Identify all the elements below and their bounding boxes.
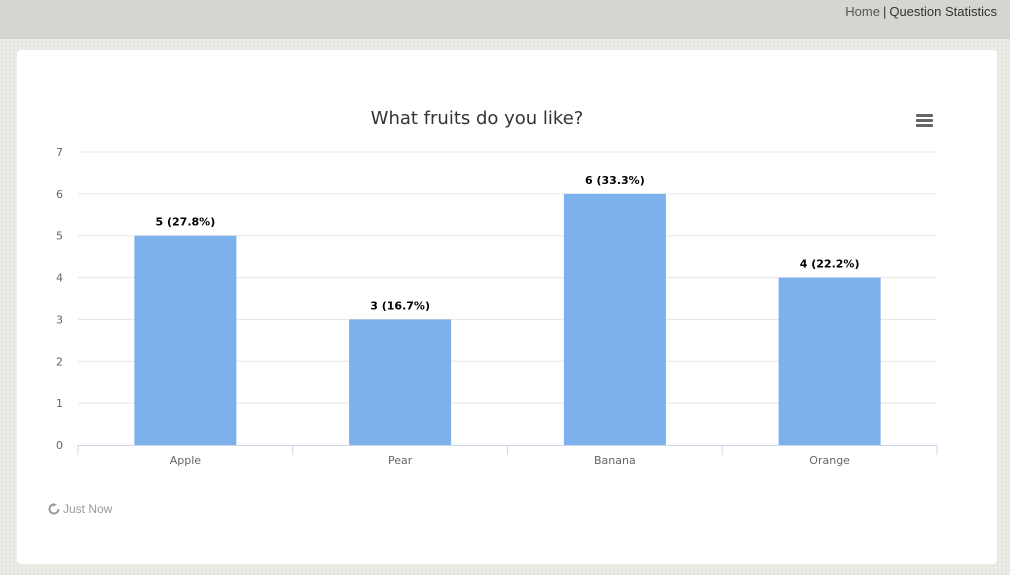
bar-orange <box>778 277 881 445</box>
refresh-button[interactable]: Just Now <box>48 502 112 516</box>
y-tick-label: 6 <box>56 188 63 201</box>
x-tick-label: Orange <box>809 454 850 467</box>
y-axis-labels: 0 1 2 3 4 5 6 7 <box>56 146 63 452</box>
bar-chart: What fruits do you like? 0 1 2 3 4 5 6 7 5 (27.… <box>56 108 938 467</box>
top-bar: Home | Question Statistics <box>0 0 1010 39</box>
x-axis: Apple Pear Banana Orange <box>77 445 938 467</box>
data-labels: 5 (27.8%) 3 (16.7%) 6 (33.3%) 4 (22.2%) <box>156 174 860 313</box>
y-tick-label: 0 <box>56 439 63 452</box>
hamburger-menu-icon[interactable] <box>914 112 936 130</box>
x-tick-label: Apple <box>170 454 202 467</box>
refresh-label: Just Now <box>63 502 113 516</box>
breadcrumb: Home | Question Statistics <box>845 4 997 19</box>
y-tick-label: 4 <box>56 272 63 285</box>
data-label: 4 (22.2%) <box>800 258 860 271</box>
data-label: 3 (16.7%) <box>370 299 430 312</box>
bars <box>134 193 881 445</box>
bar-banana <box>563 193 666 445</box>
y-tick-label: 5 <box>56 230 63 243</box>
x-tick-label: Pear <box>388 454 413 467</box>
x-tick-label: Banana <box>594 454 636 467</box>
breadcrumb-home-link[interactable]: Home <box>845 4 880 19</box>
data-label: 5 (27.8%) <box>156 216 216 229</box>
refresh-icon <box>48 503 60 515</box>
breadcrumb-separator: | <box>882 4 887 19</box>
chart-card: What fruits do you like? 0 1 2 3 4 5 6 7 5 (27.… <box>17 50 997 564</box>
bar-apple <box>134 235 237 445</box>
y-tick-label: 3 <box>56 313 63 326</box>
chart-title: What fruits do you like? <box>371 108 584 129</box>
y-tick-label: 7 <box>56 146 63 159</box>
bar-pear <box>349 319 452 445</box>
data-label: 6 (33.3%) <box>585 174 645 187</box>
y-tick-label: 2 <box>56 355 63 368</box>
y-tick-label: 1 <box>56 397 63 410</box>
breadcrumb-current: Question Statistics <box>889 4 997 19</box>
